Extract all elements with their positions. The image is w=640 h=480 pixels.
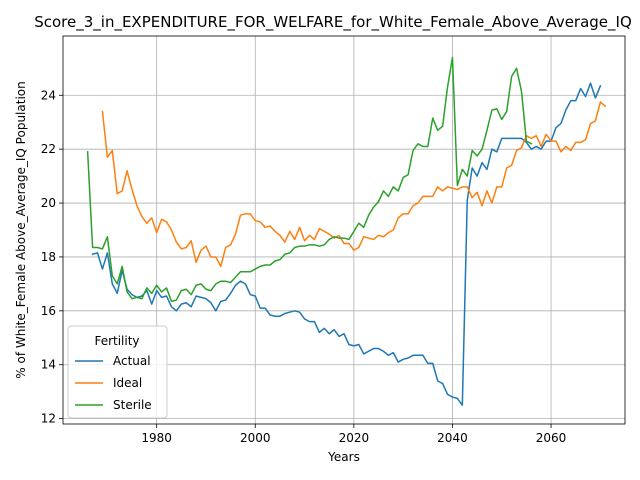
plot-frame [62,35,626,425]
x-tick-label: 2060 [536,431,567,445]
x-axis-label: Years [327,450,360,464]
y-tick-label: 14 [41,358,56,372]
legend-label-actual: Actual [113,354,151,368]
series-line-ideal [101,101,607,268]
x-tick-label: 2000 [240,431,271,445]
y-tick-label: 16 [41,304,56,318]
series-line-actual [91,82,602,406]
y-tick-label: 12 [41,412,56,426]
series-line-sterile [86,56,533,303]
y-tick-label: 20 [41,196,56,210]
x-tick-label: 1980 [141,431,172,445]
legend-label-ideal: Ideal [113,376,142,390]
y-tick-label: 24 [41,88,56,102]
legend: Fertility Actual Ideal Sterile [67,325,168,419]
y-axis-label: % of White_Female Above_Average_IQ Popul… [14,81,28,378]
x-tick-label: 2020 [339,431,370,445]
x-tick-label: 2040 [437,431,468,445]
y-tick-label: 22 [41,142,56,156]
y-tick-label: 18 [41,250,56,264]
chart-title: Score_3_in_EXPENDITURE_FOR_WELFARE_for_W… [34,13,632,32]
series-lines [86,56,607,406]
legend-label-sterile: Sterile [113,398,152,412]
legend-box [67,325,168,419]
axis-ticks: 1980 2000 2020 2040 2060 12 14 16 18 20 22 24 [41,88,567,445]
legend-title: Fertility [94,334,139,348]
